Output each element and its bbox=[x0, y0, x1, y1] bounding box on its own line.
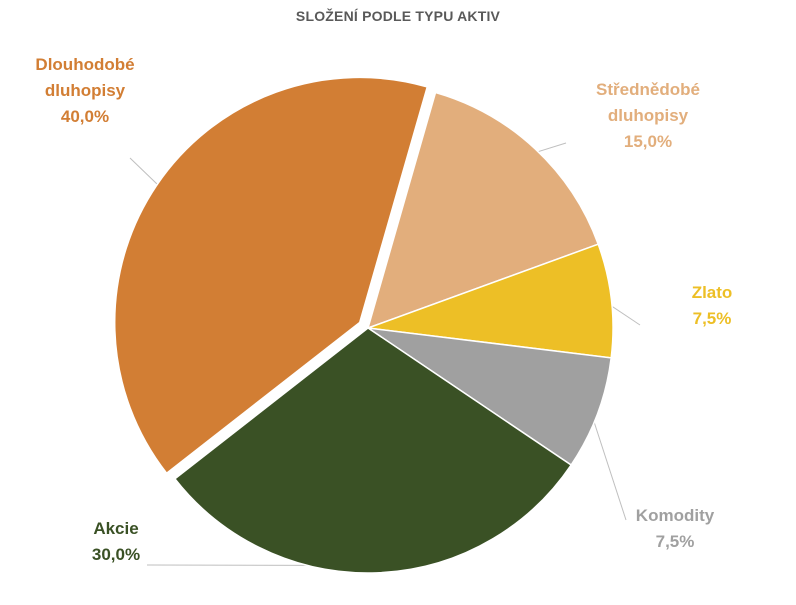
pie-slice bbox=[367, 243, 614, 359]
slice-category-label: Střednědobé bbox=[596, 80, 700, 99]
chart-title: SLOŽENÍ PODLE TYPU AKTIV bbox=[295, 8, 501, 24]
slice-value-label: 15,0% bbox=[624, 132, 672, 151]
slice-data-label: Akcie 30,0% bbox=[92, 519, 140, 564]
slice-data-label: Dlouhodobé dluhopisy 40,0% bbox=[35, 55, 134, 126]
slice-value-label: 30,0% bbox=[92, 545, 140, 564]
slice-value-label: 7,5% bbox=[693, 309, 732, 328]
slice-data-label: Komodity 7,5% bbox=[636, 506, 715, 551]
pie-slice bbox=[173, 327, 573, 574]
pie-slice bbox=[113, 76, 429, 475]
leader-line bbox=[590, 411, 627, 521]
slice-value-label: 7,5% bbox=[656, 532, 695, 551]
slice-category-label: Komodity bbox=[636, 506, 715, 525]
slice-category-label: Akcie bbox=[93, 519, 138, 538]
pie-slice bbox=[367, 327, 613, 467]
slice-data-label: Zlato 7,5% bbox=[692, 283, 733, 328]
slice-data-label: Střednědobé dluhopisy 15,0% bbox=[596, 80, 700, 151]
pie-slice bbox=[366, 91, 600, 330]
slice-value-label: 40,0% bbox=[61, 107, 109, 126]
slice-category-label: Zlato bbox=[692, 283, 733, 302]
slice-category-label: Dlouhodobé bbox=[35, 55, 134, 74]
slice-category-label: dluhopisy bbox=[45, 81, 126, 100]
slice-category-label: dluhopisy bbox=[608, 106, 689, 125]
